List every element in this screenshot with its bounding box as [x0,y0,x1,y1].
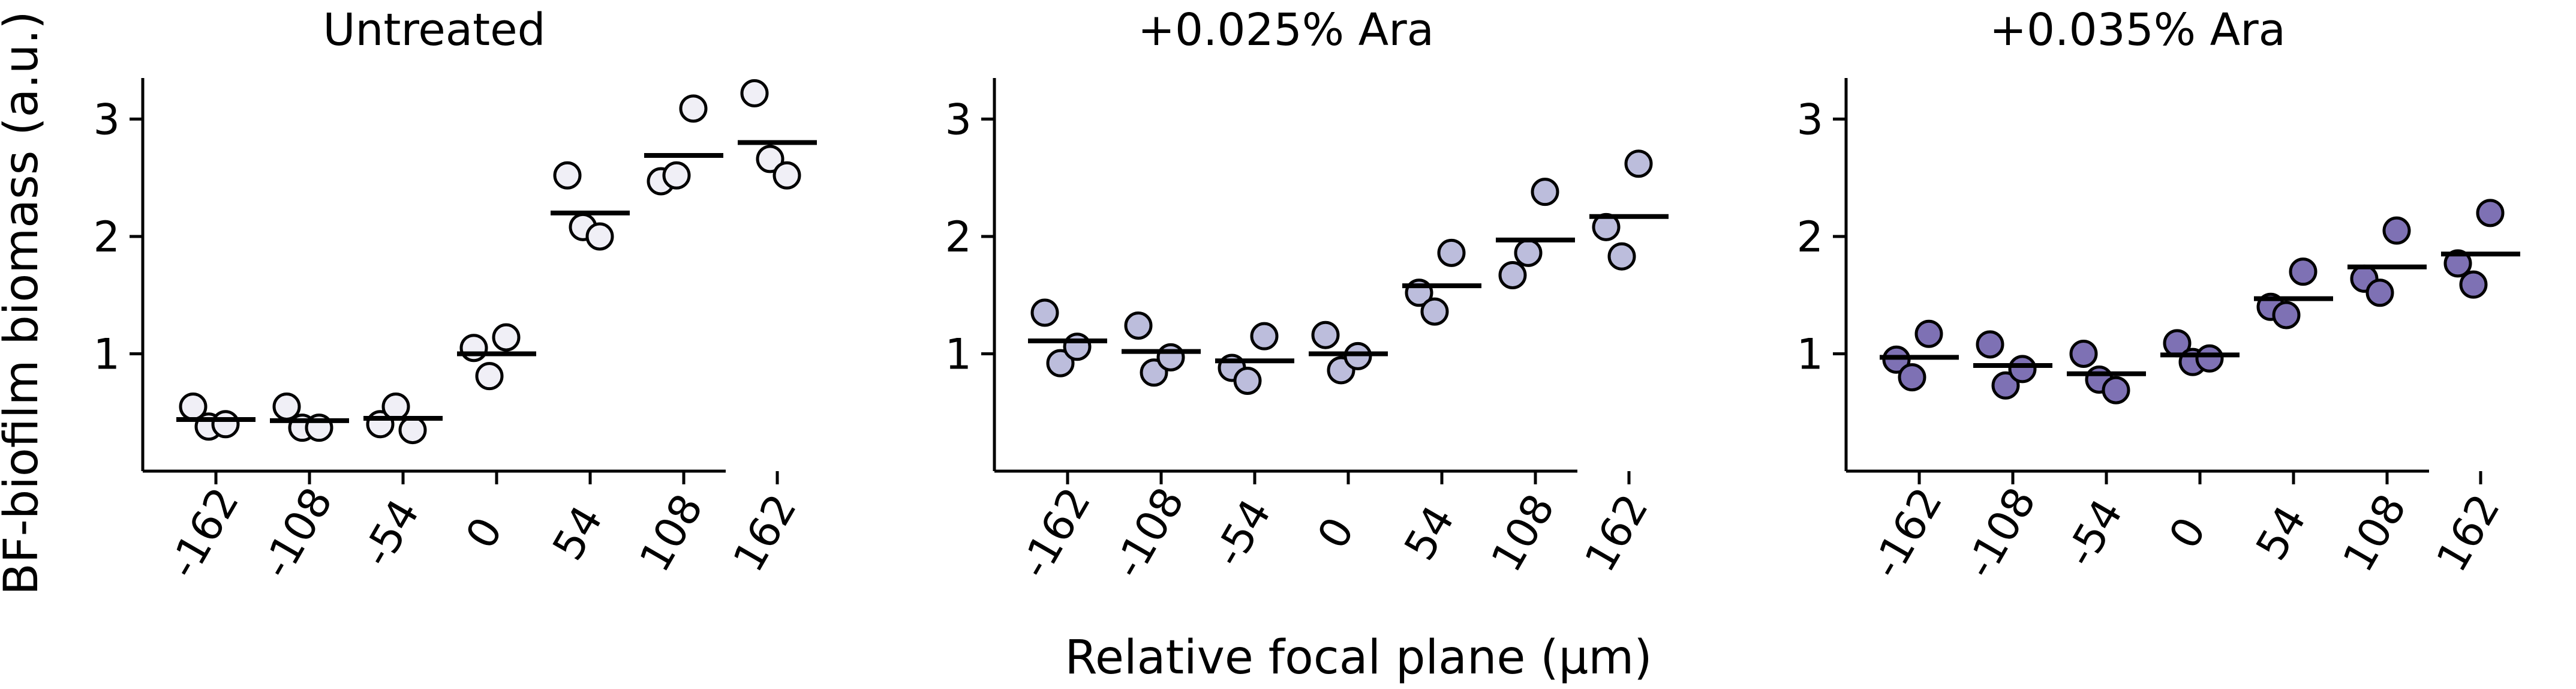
data-point [1624,149,1653,178]
panel-3: +0.035% Ara 1 2 3 -162 -108 -54 0 54 108 162 [1796,4,2520,586]
y-tick-label: 3 [93,95,120,144]
data-point [1498,260,1527,289]
data-point [398,416,427,445]
y-tick-label: 3 [945,95,972,144]
panel-2: +0.025% Ara 1 2 3 -162 -108 -54 0 54 108 162 [945,4,1669,586]
x-tick-label: -108 [252,480,342,587]
x-tick-label: -162 [1010,480,1100,587]
data-point [679,94,708,123]
data-point [1233,366,1262,395]
y-tick-label: 3 [1796,95,1823,144]
x-tick-label: 162 [2427,486,2509,580]
data-point [1607,242,1636,271]
data-point [756,145,784,173]
data-point [585,222,614,251]
x-tick-label: 108 [2333,486,2416,580]
y-axis-label: BF-biofilm biomass (a.u.) [0,11,49,595]
data-point [2382,216,2411,245]
y-tick-label: 1 [1796,329,1823,379]
data-point [2476,199,2505,227]
data-point [1437,238,1466,267]
x-tick-label: 54 [1394,498,1464,568]
data-point [1420,297,1449,326]
data-point [740,79,769,107]
data-point [1914,319,1943,348]
data-point [1311,320,1340,349]
data-point [459,334,488,363]
y-tick-label: 1 [93,329,120,379]
data-point [662,161,691,190]
data-point [1531,178,1559,206]
data-point [553,161,582,190]
x-tick-label: 108 [1481,486,1564,580]
data-point [1514,238,1543,267]
data-point [773,161,801,190]
data-point [1046,349,1075,378]
data-point [492,323,521,352]
data-point [1124,311,1153,340]
data-point [1898,363,1926,392]
x-tick-label: -162 [1862,480,1952,587]
x-tick-label: -54 [2055,491,2132,575]
data-point [1991,371,2020,400]
data-point [1250,322,1279,351]
x-axis-label: Relative focal plane (μm) [1065,631,1652,685]
x-tick-label: 0 [1308,509,1364,557]
x-tick-label: -108 [1955,480,2045,587]
data-point [1976,330,2004,359]
y-tick-label: 2 [945,212,972,262]
data-point [1156,343,1185,372]
x-tick-label: -54 [1204,491,1281,575]
x-tick-label: 108 [630,486,713,580]
data-point [2008,355,2037,384]
x-tick-label: 54 [2246,498,2316,568]
x-tick-label: 0 [456,509,512,557]
x-tick-label: -162 [158,480,248,587]
x-tick-label: 54 [543,498,612,568]
data-point [2365,278,2394,307]
data-point [2289,257,2318,286]
x-tick-label: 162 [723,486,806,580]
panel-title: +0.025% Ara [1138,4,1434,56]
data-point [2272,301,2301,329]
data-point [381,392,410,421]
x-tick-label: 162 [1575,486,1658,580]
data-point [2102,376,2130,405]
panel-title: Untreated [323,4,545,56]
data-point [2459,270,2488,299]
x-tick-label: -54 [352,491,429,575]
data-point [2195,344,2224,373]
data-point [211,410,240,439]
panel-title: +0.035% Ara [1989,4,2286,56]
data-point [2443,249,2472,278]
y-tick-label: 2 [1796,212,1823,262]
x-tick-label: -108 [1104,480,1194,587]
x-tick-label: 0 [2160,509,2216,557]
data-point [2069,339,2098,368]
data-point [1030,298,1059,327]
data-point [475,362,504,391]
y-tick-label: 2 [93,212,120,262]
data-point [1063,332,1092,361]
y-tick-label: 1 [945,329,972,379]
panel-1: Untreated 1 2 3 -162 -108 -54 0 54 108 162 [93,4,817,586]
